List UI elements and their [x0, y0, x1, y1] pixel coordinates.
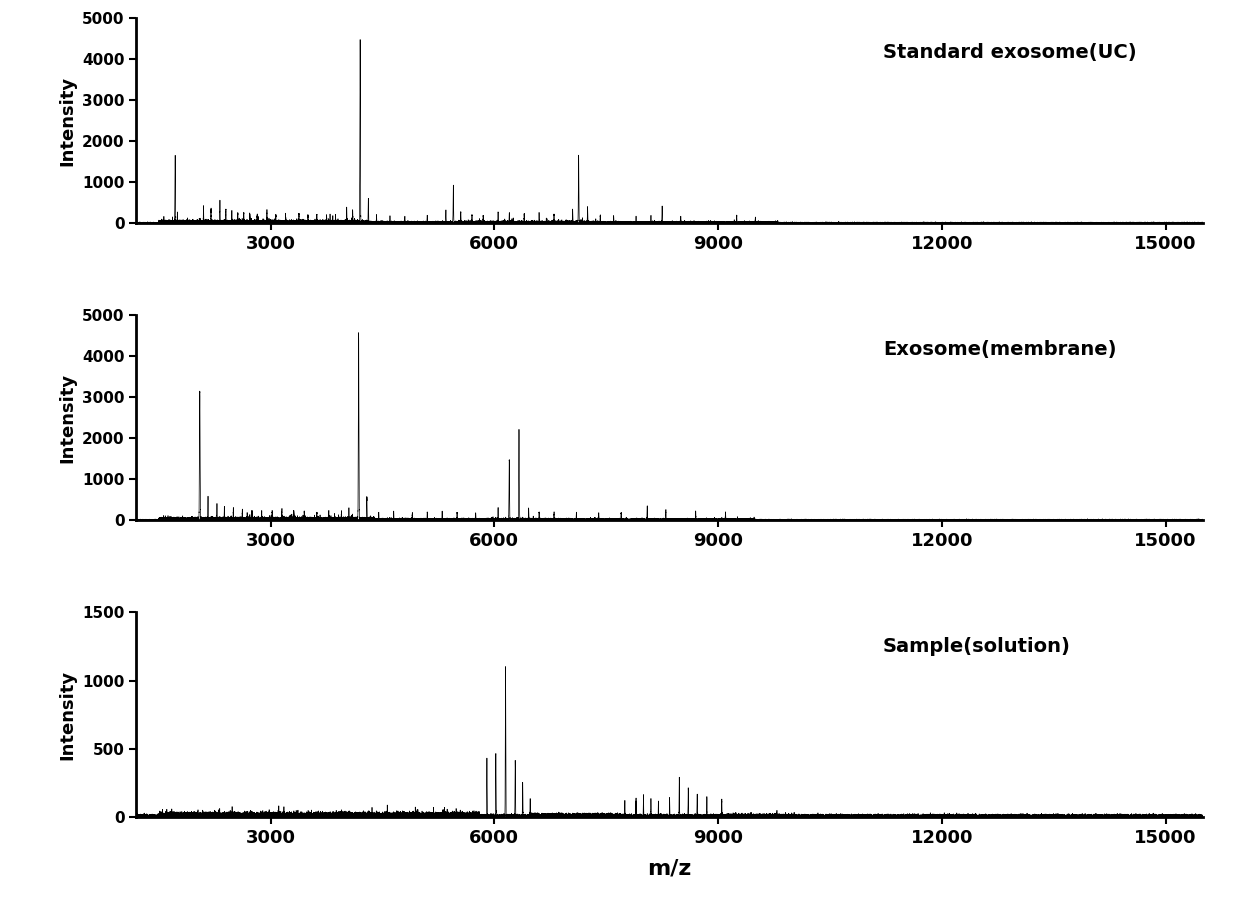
Text: Sample(solution): Sample(solution): [883, 637, 1071, 656]
Y-axis label: Intensity: Intensity: [58, 670, 77, 760]
X-axis label: m/z: m/z: [647, 858, 692, 878]
Y-axis label: Intensity: Intensity: [58, 75, 77, 165]
Text: Standard exosome(UC): Standard exosome(UC): [883, 43, 1137, 62]
Text: Exosome(membrane): Exosome(membrane): [883, 340, 1116, 359]
Y-axis label: Intensity: Intensity: [58, 372, 77, 463]
